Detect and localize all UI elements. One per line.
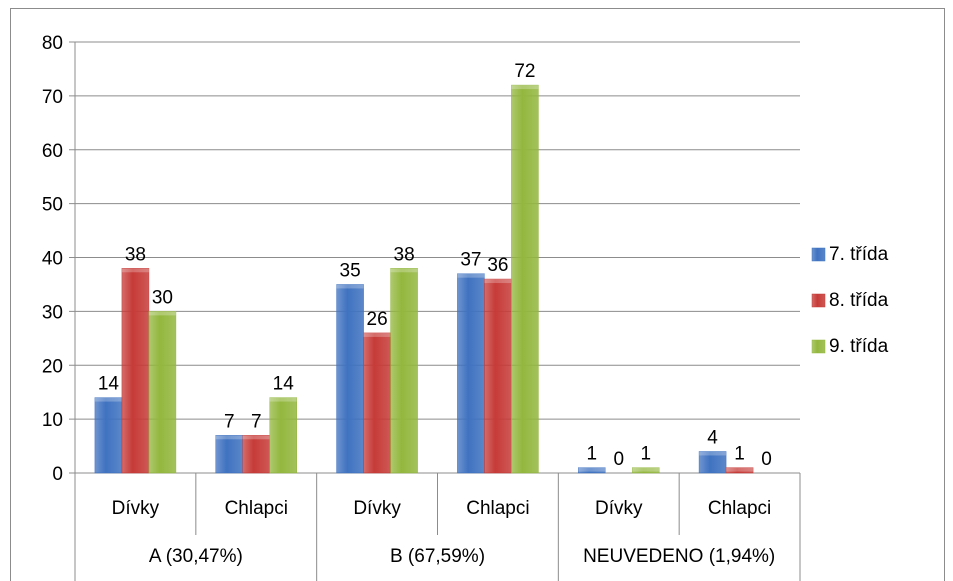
group-label: A (30,47%) — [149, 546, 243, 567]
data-label: 38 — [125, 244, 146, 265]
data-label: 7 — [224, 411, 235, 432]
data-label: 37 — [460, 250, 481, 271]
bar — [484, 278, 512, 474]
bar-highlight — [94, 397, 122, 402]
bar-highlight — [215, 435, 243, 440]
bar — [94, 397, 123, 474]
bar — [215, 435, 243, 474]
category-label: Dívky — [595, 498, 643, 519]
category-labels: Dívky Chlapci Dívky Chlapci Dívky Chlapci A (3… — [74, 473, 801, 581]
bar-highlight — [484, 279, 512, 284]
bar-highlight — [148, 311, 176, 316]
bar — [363, 332, 391, 474]
legend-swatch — [811, 339, 826, 354]
y-tick-label: 50 — [42, 195, 63, 216]
bar — [390, 268, 418, 474]
legend-swatch — [811, 293, 826, 308]
data-label: 36 — [487, 255, 508, 276]
data-label: 14 — [273, 374, 295, 395]
bar-highlight — [269, 397, 297, 402]
bars — [94, 84, 754, 474]
category-label: Chlapci — [466, 498, 529, 519]
bar — [148, 311, 177, 474]
category-label: Dívky — [112, 498, 160, 519]
bar — [242, 435, 270, 474]
bar-highlight — [390, 268, 418, 273]
data-label: 1 — [586, 444, 597, 465]
group-label: NEUVEDENO (1,94%) — [583, 546, 775, 567]
data-label: 14 — [98, 374, 120, 395]
bar-highlight — [699, 451, 727, 456]
data-label: 1 — [640, 444, 651, 465]
bar-highlight — [632, 467, 660, 472]
y-tick-label: 10 — [42, 410, 63, 431]
bar-highlight — [511, 85, 539, 90]
bar — [457, 273, 485, 474]
category-label: Chlapci — [708, 498, 771, 519]
data-label: 1 — [734, 444, 745, 465]
data-label: 26 — [367, 309, 388, 330]
bar — [269, 397, 297, 474]
bar — [336, 284, 364, 474]
bar-highlight — [242, 435, 270, 440]
y-tick-label: 70 — [42, 87, 63, 108]
bar — [698, 451, 727, 474]
bar-highlight — [363, 332, 391, 337]
bar-highlight — [726, 467, 754, 472]
legend-label: 7. třída — [829, 244, 889, 265]
legend-label: 8. třída — [829, 290, 889, 311]
data-label: 35 — [340, 260, 361, 281]
group-label: B (67,59%) — [390, 546, 485, 567]
legend-swatch — [811, 247, 826, 262]
bar-highlight — [121, 268, 149, 273]
bar — [121, 268, 150, 474]
y-tick-label: 20 — [42, 356, 63, 377]
data-label: 4 — [707, 427, 718, 448]
bar — [725, 467, 754, 474]
data-label: 0 — [613, 449, 624, 470]
category-label: Chlapci — [225, 498, 288, 519]
y-tick-label: 60 — [42, 141, 63, 162]
y-tick-label: 30 — [42, 302, 63, 323]
data-label: 38 — [394, 244, 415, 265]
bar — [511, 84, 539, 474]
bar — [578, 467, 606, 474]
bar — [632, 467, 660, 474]
y-tick-label: 0 — [52, 464, 63, 485]
legend: 7. třída 8. třída 9. třída — [811, 244, 889, 357]
bar-highlight — [578, 467, 606, 472]
bar-highlight — [457, 273, 485, 278]
category-label: Dívky — [353, 498, 401, 519]
data-label: 0 — [761, 449, 772, 470]
gridlines — [75, 41, 800, 420]
data-label: 72 — [514, 61, 535, 82]
bar-highlight — [336, 284, 364, 289]
legend-label: 9. třída — [829, 336, 889, 357]
data-label: 7 — [251, 411, 262, 432]
data-label: 30 — [152, 287, 173, 308]
y-tick-label: 40 — [42, 249, 63, 270]
y-tick-label: 80 — [42, 33, 63, 54]
